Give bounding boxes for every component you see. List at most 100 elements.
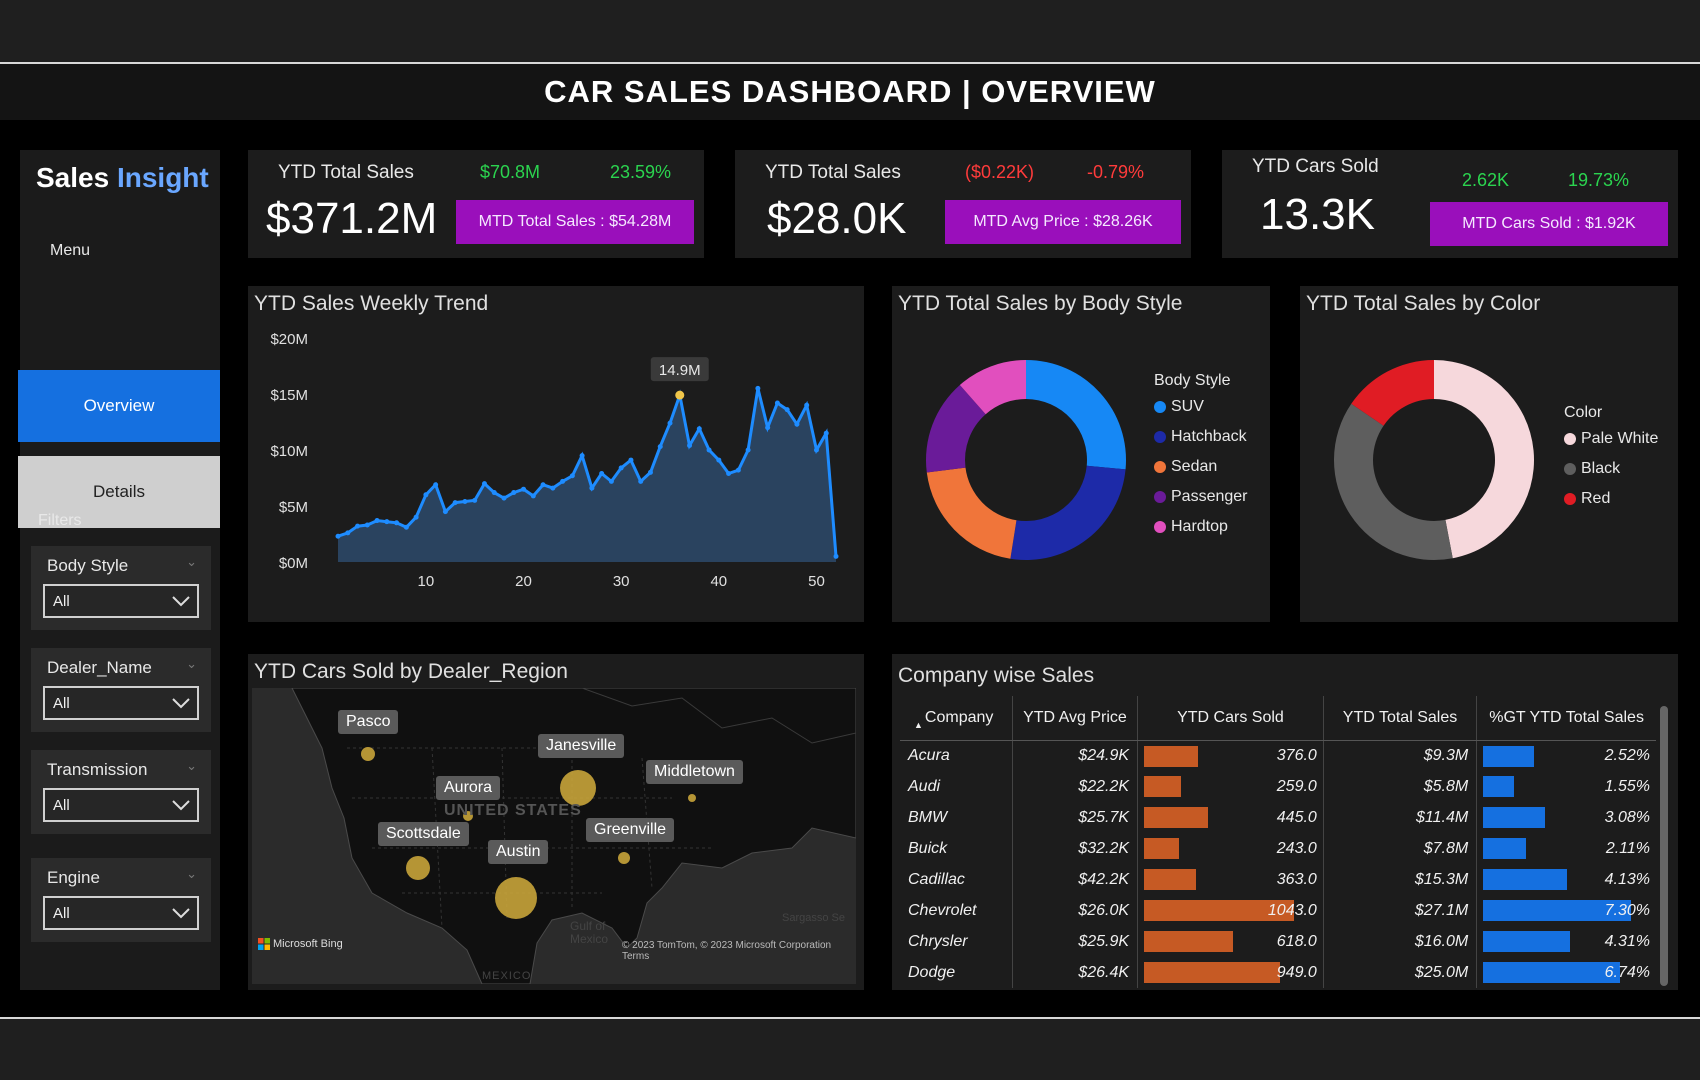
trend-point[interactable]	[638, 478, 644, 484]
trend-point[interactable]	[696, 426, 702, 432]
trend-point[interactable]	[521, 486, 527, 492]
legend-item-black[interactable]: Black	[1564, 460, 1620, 478]
donut-slice-pale-white[interactable]	[1434, 360, 1535, 559]
trend-point[interactable]	[667, 420, 673, 426]
column-header-avg-price[interactable]: YTD Avg Price	[1011, 696, 1138, 741]
trend-point[interactable]	[423, 492, 429, 498]
table-row[interactable]: Chrysler $25.9K 618.0 $16.0M 4.31%	[900, 926, 1656, 957]
trend-point[interactable]	[462, 499, 468, 505]
trend-point[interactable]	[804, 402, 810, 408]
trend-point[interactable]	[491, 490, 497, 496]
table-row[interactable]: Chevrolet $26.0K 1043.0 $27.1M 7.30%	[900, 895, 1656, 926]
chevron-down-icon[interactable]: ⌄	[186, 866, 197, 881]
chevron-down-icon[interactable]: ⌄	[186, 758, 197, 773]
trend-point[interactable]	[550, 485, 556, 491]
trend-point[interactable]	[335, 533, 341, 539]
donut-slice-hatchback[interactable]	[1010, 465, 1126, 561]
trend-point[interactable]	[374, 518, 380, 524]
chevron-down-icon[interactable]: ⌄	[186, 656, 197, 671]
trend-point[interactable]	[618, 465, 624, 471]
trend-point[interactable]	[345, 530, 351, 536]
trend-point[interactable]	[560, 478, 566, 484]
trend-point[interactable]	[530, 493, 536, 499]
trend-point[interactable]	[823, 430, 829, 436]
donut-slice-sedan[interactable]	[926, 467, 1017, 559]
table-row[interactable]: Cadillac $42.2K 363.0 $15.3M 4.13%	[900, 864, 1656, 895]
legend-item-hardtop[interactable]: Hardtop	[1154, 518, 1228, 536]
column-header-company[interactable]: ▲ Company	[900, 696, 1013, 741]
donut-slice-hardtop[interactable]	[959, 360, 1026, 415]
trend-point[interactable]	[755, 385, 761, 391]
trend-point[interactable]	[735, 467, 741, 473]
trend-point[interactable]	[647, 469, 653, 475]
trend-point[interactable]	[657, 444, 663, 450]
column-header-pct-gt[interactable]: %GT YTD Total Sales	[1476, 696, 1656, 741]
peak-point[interactable]	[675, 390, 685, 400]
table-row[interactable]: Dodge $26.4K 949.0 $25.0M 6.74%	[900, 957, 1656, 988]
table-row[interactable]: BMW $25.7K 445.0 $11.4M 3.08%	[900, 802, 1656, 833]
trend-point[interactable]	[481, 481, 487, 487]
legend-item-passenger[interactable]: Passenger	[1154, 488, 1248, 506]
trend-point[interactable]	[765, 425, 771, 431]
trend-point[interactable]	[774, 400, 780, 406]
chevron-down-icon[interactable]: ⌄	[186, 554, 197, 569]
trend-point[interactable]	[569, 473, 575, 479]
filter-label: Dealer_Name	[47, 658, 152, 677]
body-style-dropdown[interactable]: All	[43, 584, 199, 618]
table-row[interactable]: Audi $22.2K 259.0 $5.8M 1.55%	[900, 771, 1656, 802]
trend-point[interactable]	[413, 514, 419, 520]
donut-slice-passenger[interactable]	[926, 384, 986, 473]
pct-gt-bar	[1483, 962, 1621, 983]
map-canvas[interactable]: Pasco Janesville Middletown Aurora Scott…	[252, 688, 856, 984]
trend-point[interactable]	[794, 421, 800, 427]
legend-item-sedan[interactable]: Sedan	[1154, 458, 1217, 476]
trend-point[interactable]	[511, 490, 517, 496]
legend-item-pale-white[interactable]: Pale White	[1564, 430, 1658, 448]
trend-point[interactable]	[687, 443, 693, 449]
trend-point[interactable]	[540, 482, 546, 488]
color-donut-chart[interactable]	[1300, 286, 1678, 622]
legend-item-hatchback[interactable]: Hatchback	[1154, 428, 1247, 446]
trend-point[interactable]	[579, 453, 585, 459]
trend-point[interactable]	[433, 482, 439, 488]
trend-point[interactable]	[589, 485, 595, 491]
trend-point[interactable]	[628, 457, 634, 463]
table-row[interactable]: Acura $24.9K 376.0 $9.3M 2.52%	[900, 740, 1656, 771]
trend-point[interactable]	[384, 519, 390, 525]
dealer-name-dropdown[interactable]: All	[43, 686, 199, 720]
map-terms-link[interactable]: © 2023 TomTom, © 2023 Microsoft Corporat…	[622, 940, 832, 962]
trend-point[interactable]	[716, 457, 722, 463]
trend-point[interactable]	[706, 447, 712, 453]
body-style-donut-chart[interactable]	[892, 286, 1270, 622]
donut-slice-suv[interactable]	[1026, 360, 1127, 470]
trend-point[interactable]	[745, 447, 751, 453]
nav-details-button[interactable]: Details	[18, 456, 220, 528]
trend-point[interactable]	[784, 407, 790, 413]
table-scrollbar[interactable]	[1660, 706, 1668, 986]
engine-dropdown[interactable]: All	[43, 896, 199, 930]
trend-point[interactable]	[599, 471, 605, 477]
trend-point[interactable]	[452, 500, 458, 506]
legend-item-suv[interactable]: SUV	[1154, 398, 1204, 416]
cell-total-sales: $25.0M	[1322, 957, 1477, 988]
column-header-total-sales[interactable]: YTD Total Sales	[1322, 696, 1477, 741]
transmission-dropdown[interactable]: All	[43, 788, 199, 822]
column-header-cars-sold[interactable]: YTD Cars Sold	[1137, 696, 1324, 741]
trend-point[interactable]	[472, 497, 478, 503]
trend-point[interactable]	[501, 495, 507, 501]
trend-point[interactable]	[442, 509, 448, 515]
weekly-trend-chart[interactable]: $0M $5M $10M $15M $20M 10 20 30 40 50 14.9M	[248, 286, 864, 622]
trend-point[interactable]	[833, 553, 839, 559]
table-row[interactable]: Buick $32.2K 243.0 $7.8M 2.11%	[900, 833, 1656, 864]
donut-slice-red[interactable]	[1351, 360, 1434, 426]
trend-point[interactable]	[364, 522, 370, 528]
trend-point[interactable]	[394, 520, 400, 526]
trend-point[interactable]	[608, 478, 614, 484]
legend-item-red[interactable]: Red	[1564, 490, 1610, 508]
trend-point[interactable]	[403, 524, 409, 530]
trend-point[interactable]	[355, 523, 361, 529]
trend-point[interactable]	[813, 447, 819, 453]
donut-slice-black[interactable]	[1333, 403, 1453, 561]
trend-point[interactable]	[726, 471, 732, 477]
nav-overview-button[interactable]: Overview	[18, 370, 220, 442]
